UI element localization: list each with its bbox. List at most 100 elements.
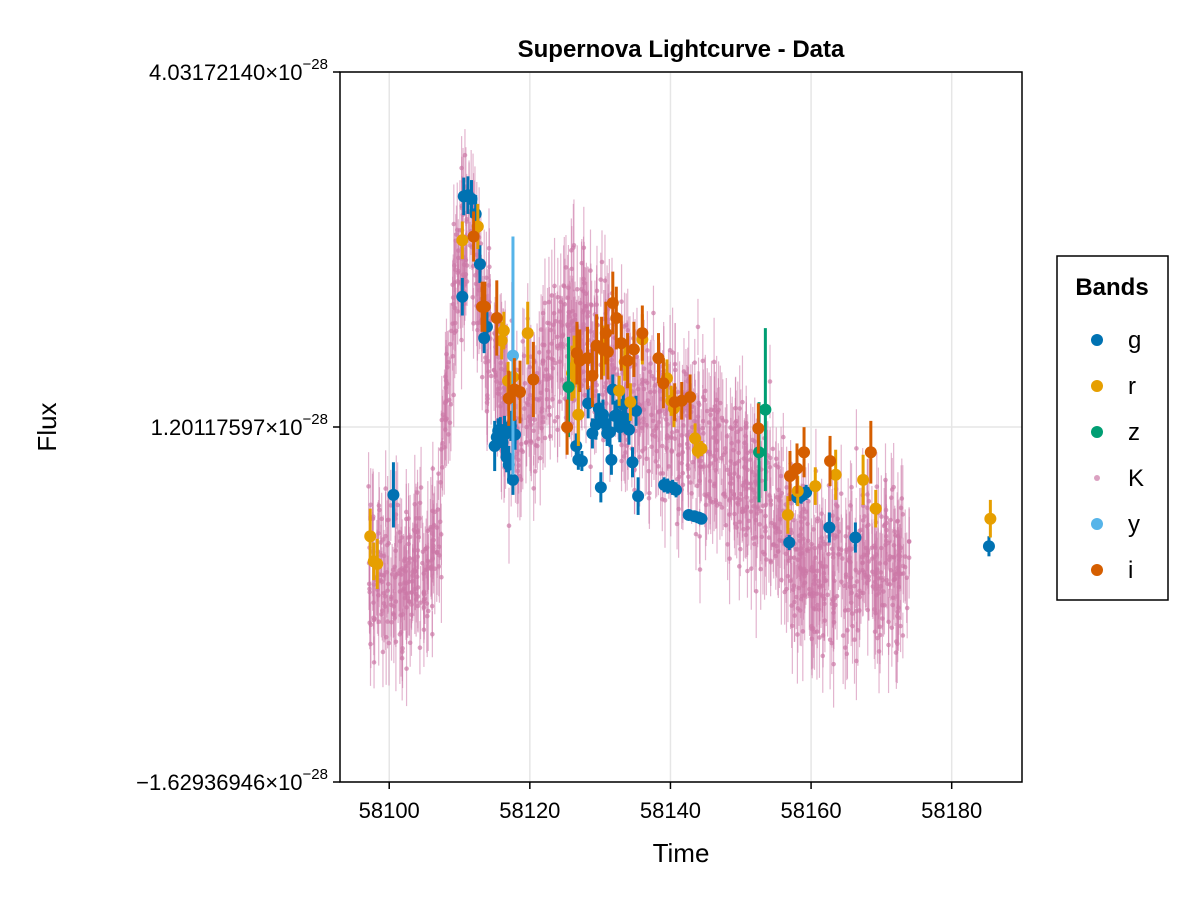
k-point: [896, 569, 901, 575]
k-point: [840, 633, 846, 638]
point-g: [469, 207, 482, 220]
k-point: [702, 492, 707, 498]
k-point: [487, 264, 492, 270]
k-point: [818, 545, 823, 551]
k-point: [757, 522, 762, 527]
k-point: [412, 569, 418, 574]
k-point: [540, 358, 546, 363]
point-i: [610, 312, 623, 325]
k-point: [737, 519, 743, 525]
legend-item-r: r: [1091, 373, 1136, 400]
point-i: [636, 327, 649, 340]
k-point: [783, 551, 789, 557]
point-g: [670, 483, 683, 496]
k-point: [536, 350, 542, 355]
k-point: [869, 556, 875, 561]
point-g: [695, 512, 708, 525]
k-point: [440, 412, 446, 417]
k-point: [748, 457, 753, 462]
k-point: [879, 514, 884, 519]
k-point: [817, 635, 822, 640]
k-point: [488, 373, 494, 379]
k-point: [429, 531, 435, 536]
k-point: [792, 599, 797, 605]
k-point: [395, 571, 401, 576]
legend-marker-K: [1094, 475, 1100, 481]
legend-item-z: z: [1091, 419, 1140, 446]
k-point: [425, 558, 431, 564]
k-point: [680, 449, 686, 455]
k-point: [778, 473, 784, 479]
k-point: [462, 152, 468, 158]
k-point: [749, 469, 755, 475]
k-point: [727, 496, 733, 502]
k-point: [380, 649, 386, 655]
y-tick-label: 1.20117597×10−28: [151, 411, 328, 440]
legend-label-z: z: [1128, 419, 1140, 446]
k-point: [767, 379, 773, 384]
point-z: [562, 381, 575, 394]
k-point: [413, 515, 419, 521]
legend-marker-y: [1091, 518, 1103, 530]
k-point: [904, 605, 910, 611]
series-large-markers: [364, 176, 997, 589]
k-point: [831, 661, 836, 667]
k-point: [385, 619, 390, 624]
k-point: [658, 471, 663, 476]
k-point: [839, 579, 844, 585]
k-point: [588, 268, 593, 273]
k-point: [743, 495, 749, 500]
k-point: [649, 444, 654, 450]
series-y: [506, 236, 519, 475]
k-point: [602, 384, 608, 390]
k-point: [710, 499, 715, 505]
k-point: [841, 583, 847, 589]
k-point: [581, 245, 587, 251]
k-point: [733, 405, 738, 411]
k-point: [385, 581, 391, 587]
k-point: [429, 603, 435, 609]
point-i: [581, 352, 594, 365]
k-point: [645, 398, 651, 403]
k-point: [461, 262, 467, 268]
k-point: [666, 464, 672, 469]
k-point: [685, 445, 691, 451]
k-point: [847, 555, 852, 560]
k-point: [898, 623, 903, 629]
k-point: [436, 471, 441, 476]
k-point: [403, 509, 409, 515]
k-point: [831, 605, 836, 611]
k-point: [760, 549, 766, 555]
k-point: [393, 548, 399, 554]
point-i: [798, 446, 811, 459]
k-point: [420, 560, 425, 566]
k-point: [372, 616, 377, 622]
point-i: [478, 300, 491, 313]
point-g: [622, 423, 635, 436]
k-point: [807, 586, 812, 592]
k-point: [900, 512, 906, 517]
k-point: [701, 464, 707, 469]
k-point: [545, 320, 550, 326]
legend-item-K: K: [1094, 465, 1144, 492]
point-g: [603, 426, 616, 439]
y-tick-label: 4.03172140×10−28: [149, 56, 328, 85]
k-point: [552, 283, 557, 289]
k-point: [569, 318, 575, 324]
y-axis-label: Flux: [32, 402, 62, 451]
x-tick-label: 58180: [921, 798, 982, 823]
k-point: [395, 502, 400, 508]
k-point: [418, 600, 423, 605]
k-point: [536, 436, 541, 442]
k-point: [533, 442, 539, 448]
k-point: [836, 529, 842, 535]
k-point: [649, 412, 654, 418]
k-point: [520, 339, 526, 344]
k-point: [838, 491, 844, 496]
k-point: [547, 433, 553, 439]
x-tick-label: 58140: [640, 798, 701, 823]
k-point: [448, 402, 454, 407]
k-point: [737, 406, 743, 411]
k-point: [795, 632, 800, 637]
k-point: [779, 577, 784, 583]
